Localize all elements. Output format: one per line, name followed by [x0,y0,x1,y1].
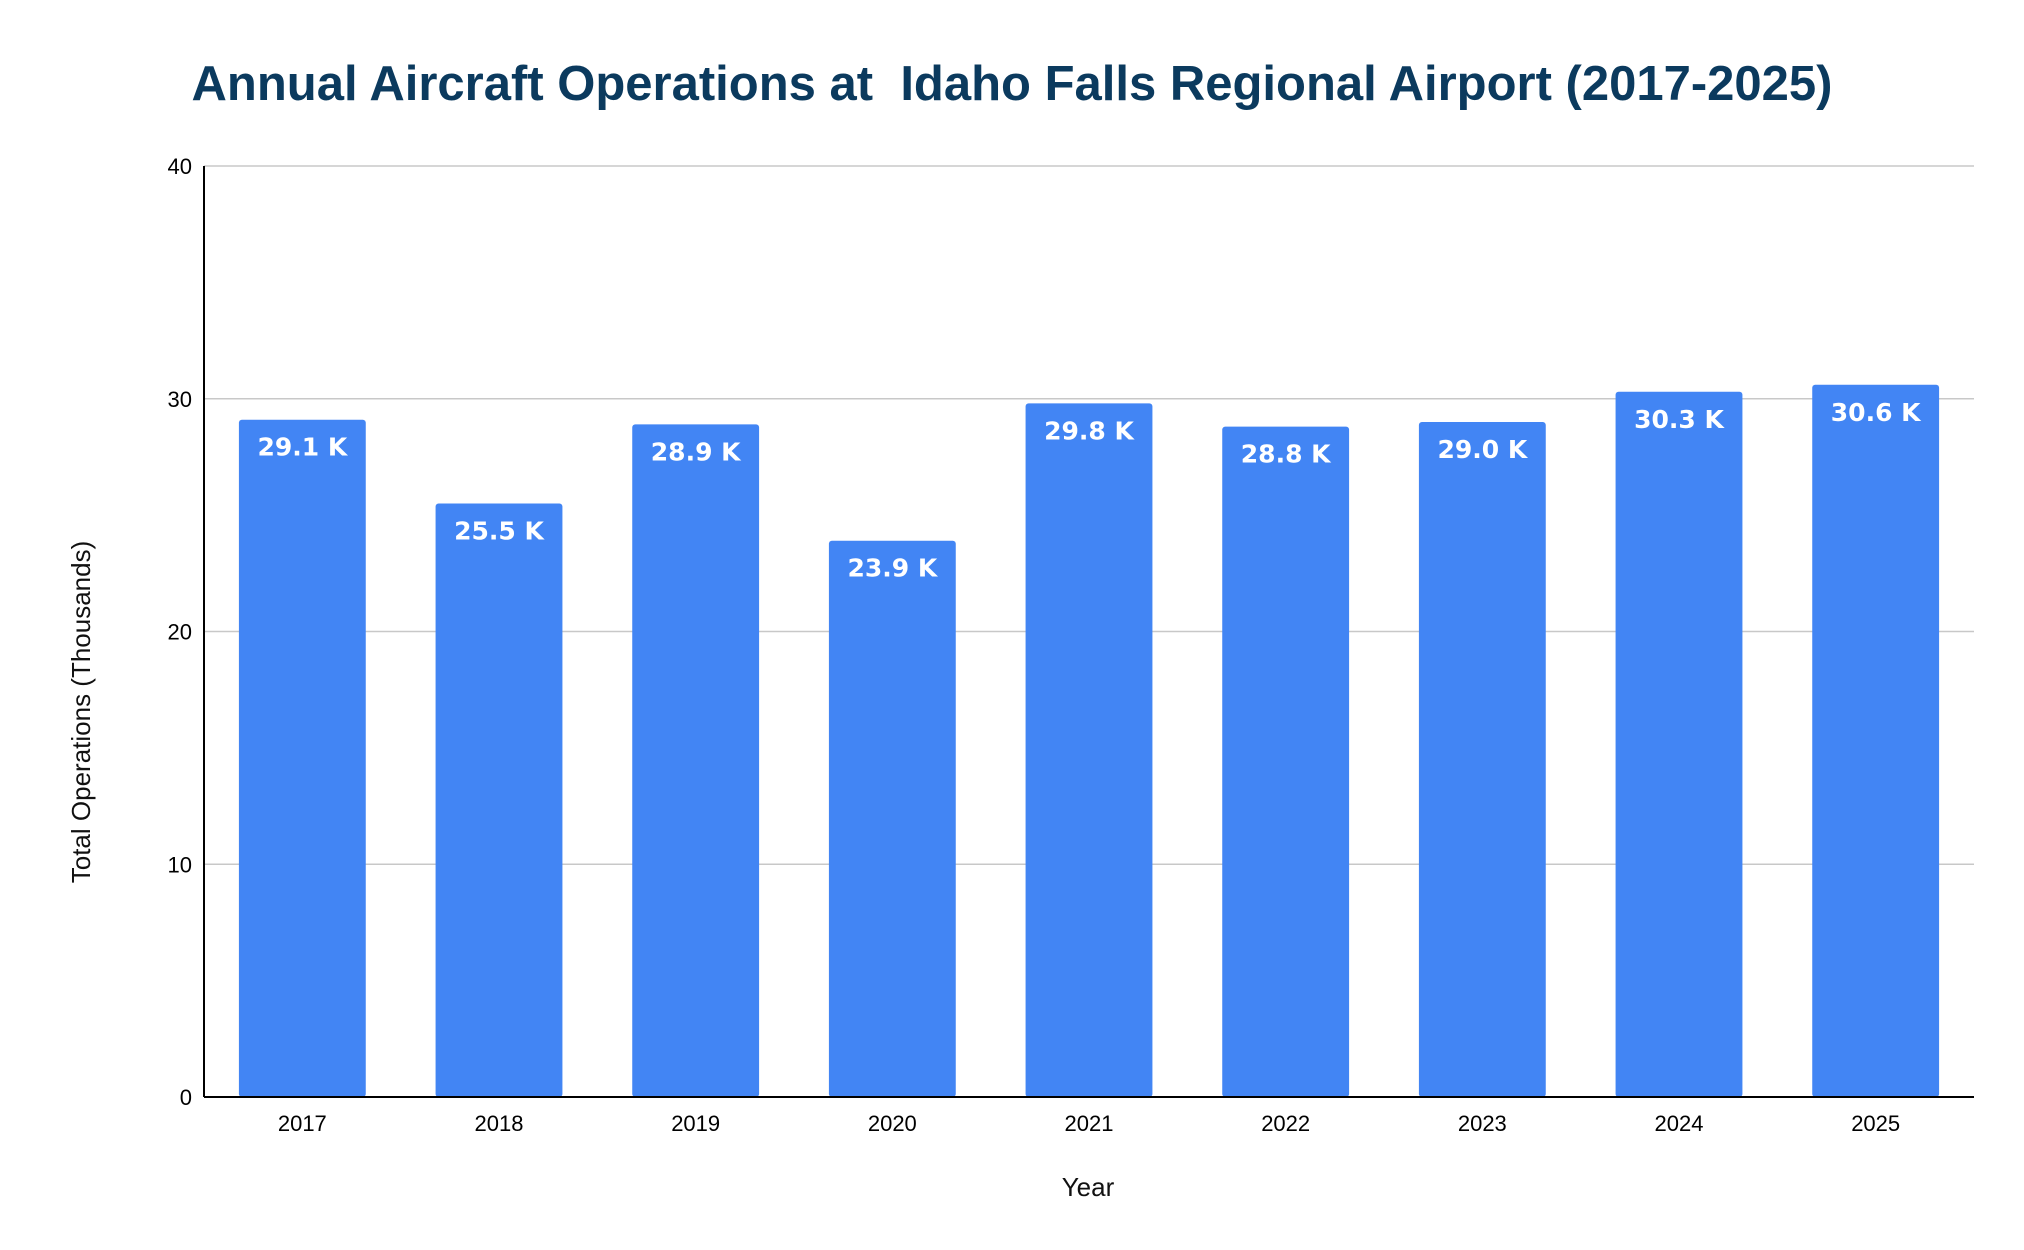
x-tick-label: 2025 [1851,1111,1900,1136]
data-label-2022: 28.8 K [1241,440,1332,469]
data-label-2021: 29.8 K [1044,416,1135,445]
x-tick-label: 2022 [1261,1111,1310,1136]
data-label-2023: 29.0 K [1437,435,1528,464]
y-axis-label: Total Operations (Thousands) [66,541,96,884]
bar-2019 [632,424,760,1097]
x-axis-label: Year [1062,1172,1115,1202]
y-tick-label: 30 [168,387,192,412]
bar-2018 [435,503,563,1097]
y-tick-label: 0 [180,1085,192,1110]
y-tick-label: 40 [168,154,192,179]
bar-2017 [238,419,366,1097]
data-label-2018: 25.5 K [454,516,545,545]
x-tick-label: 2021 [1065,1111,1114,1136]
data-label-2017: 29.1 K [257,433,348,462]
data-labels: 29.1 K 25.5 K 28.9 K 23.9 K 29.8 K 28.8 K 29.0… [257,398,1922,583]
x-tick-label: 2024 [1655,1111,1704,1136]
chart-title: Annual Aircraft Operations at Idaho Fall… [192,57,1833,111]
y-axis-ticks: 0 10 20 30 40 [168,154,192,1110]
data-label-2020: 23.9 K [847,554,938,583]
bar-2021 [1025,403,1153,1097]
x-axis-ticks: 2017 2018 2019 2020 2021 2022 2023 2024 2025 [278,1111,1900,1136]
x-tick-label: 2020 [868,1111,917,1136]
bar-2024 [1615,391,1743,1098]
y-tick-label: 10 [168,852,192,877]
data-label-2019: 28.9 K [651,437,742,466]
bar-2022 [1222,426,1350,1097]
y-tick-label: 20 [168,620,192,645]
data-label-2025: 30.6 K [1831,398,1922,427]
x-tick-label: 2023 [1458,1111,1507,1136]
bars [238,384,1940,1098]
bar-2020 [828,540,956,1097]
bar-2023 [1418,422,1546,1097]
data-label-2024: 30.3 K [1634,405,1725,434]
bar-2025 [1812,384,1940,1097]
x-tick-label: 2018 [475,1111,524,1136]
x-tick-label: 2017 [278,1111,327,1136]
x-tick-label: 2019 [671,1111,720,1136]
